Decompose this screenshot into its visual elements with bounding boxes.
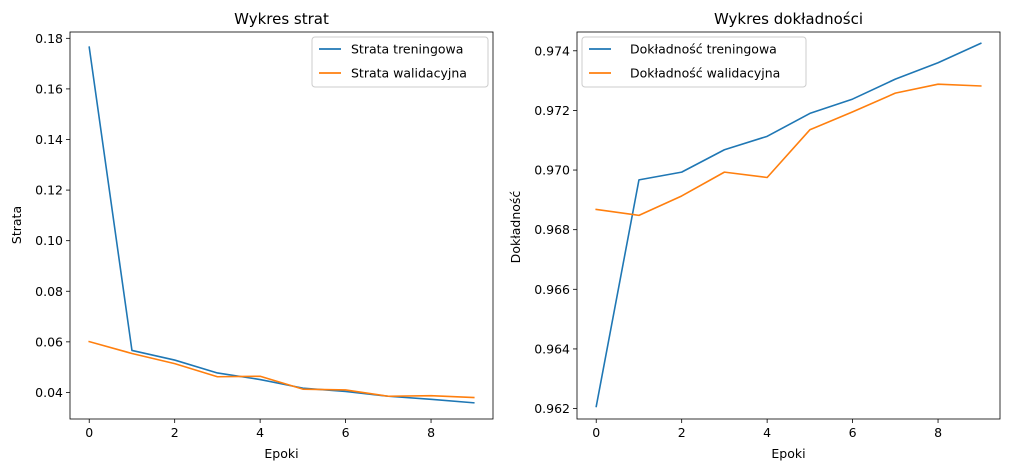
accuracy-chart-legend-box (581, 36, 807, 88)
loss-y-tick-label: 0.04 (35, 385, 63, 400)
accuracy-x-tick-label: 8 (934, 425, 942, 440)
loss-chart-title: Wykres strat (234, 10, 329, 28)
loss-chart-plot-frame (69, 31, 494, 420)
loss-chart-x-ticks: 0 2 4 6 8 (85, 419, 435, 440)
loss-chart: Wykres strat Epoki Strata 0 2 4 6 8 0.04 0.06… (9, 10, 494, 461)
accuracy-chart-ylabel: Dokładność (508, 191, 523, 264)
loss-chart-xlabel: Epoki (264, 446, 298, 461)
accuracy-y-tick-label: 0.970 (534, 163, 570, 178)
accuracy-y-tick-label: 0.964 (534, 341, 570, 356)
accuracy-y-tick-label: 0.974 (534, 43, 570, 58)
accuracy-chart-plot-frame (576, 31, 1001, 420)
loss-chart-y-ticks: 0.04 0.06 0.08 0.10 0.12 0.14 0.16 0.18 (35, 31, 70, 400)
accuracy-chart: Wykres dokładności Epoki Dokładność 0 2 4 6… (508, 10, 1001, 461)
loss-x-tick-label: 2 (171, 425, 179, 440)
accuracy-x-tick-label: 0 (592, 425, 600, 440)
loss-x-tick-label: 8 (427, 425, 435, 440)
accuracy-y-tick-label: 0.968 (534, 222, 570, 237)
accuracy-chart-title: Wykres dokładności (714, 10, 863, 28)
loss-chart-legend-box (311, 36, 489, 88)
accuracy-chart-series (595, 42, 982, 408)
loss-y-tick-label: 0.10 (35, 233, 63, 248)
accuracy-x-tick-label: 6 (849, 425, 857, 440)
loss-y-tick-label: 0.08 (35, 284, 63, 299)
accuracy-chart-xlabel: Epoki (771, 446, 805, 461)
accuracy-series-line-val (595, 83, 982, 217)
loss-y-tick-label: 0.12 (35, 183, 63, 198)
accuracy-x-tick-label: 2 (678, 425, 686, 440)
loss-chart-series (88, 46, 475, 404)
loss-y-tick-label: 0.18 (35, 31, 63, 46)
loss-x-tick-label: 6 (342, 425, 350, 440)
loss-chart-ylabel: Strata (9, 206, 24, 244)
loss-series-line-val (88, 340, 475, 399)
loss-x-tick-label: 4 (256, 425, 264, 440)
loss-y-tick-label: 0.14 (35, 132, 63, 147)
loss-legend-label-train: Strata treningowa (351, 42, 463, 57)
accuracy-y-tick-label: 0.962 (534, 401, 570, 416)
loss-legend-label-val: Strata walidacyjna (351, 66, 467, 81)
accuracy-series-line-train (595, 42, 982, 408)
accuracy-chart-y-ticks: 0.962 0.964 0.966 0.968 0.970 0.972 0.974 (534, 43, 577, 416)
loss-chart-legend: Strata treningowa Strata walidacyjna (311, 36, 489, 88)
accuracy-legend-label-val: Dokładność walidacyjna (630, 66, 780, 81)
accuracy-chart-x-ticks: 0 2 4 6 8 (592, 419, 942, 440)
accuracy-y-tick-label: 0.966 (534, 282, 570, 297)
accuracy-chart-legend: Dokładność treningowa Dokładność walidac… (581, 36, 807, 88)
loss-y-tick-label: 0.16 (35, 81, 63, 96)
loss-series-line-train (88, 46, 475, 404)
loss-y-tick-label: 0.06 (35, 334, 63, 349)
accuracy-x-tick-label: 4 (763, 425, 771, 440)
accuracy-y-tick-label: 0.972 (534, 103, 570, 118)
loss-x-tick-label: 0 (85, 425, 93, 440)
accuracy-legend-label-train: Dokładność treningowa (630, 42, 777, 57)
